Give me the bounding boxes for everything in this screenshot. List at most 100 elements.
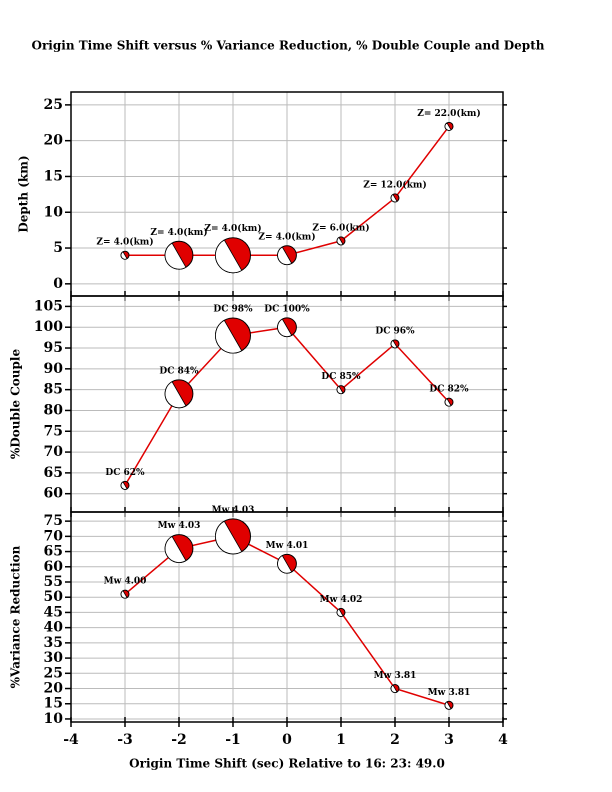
beach-ball bbox=[120, 589, 130, 599]
beach-ball bbox=[336, 385, 346, 395]
y-tick-label: 20 bbox=[44, 681, 64, 697]
y-axis-label: %Double Couple bbox=[9, 349, 23, 460]
beach-ball bbox=[215, 237, 251, 274]
x-tick-label: 3 bbox=[444, 732, 454, 748]
y-tick-label: 60 bbox=[44, 559, 64, 575]
ball-white bbox=[164, 535, 187, 563]
beach-ball bbox=[390, 193, 400, 203]
x-tick-label: -3 bbox=[117, 732, 133, 748]
y-tick-label: 55 bbox=[44, 574, 63, 590]
y-axis-label: %Variance Reduction bbox=[9, 545, 23, 688]
beach-ball bbox=[444, 700, 454, 710]
ball-white bbox=[444, 398, 452, 407]
y-tick-label: 65 bbox=[44, 544, 63, 560]
y-tick-label: 0 bbox=[53, 276, 63, 292]
ball-white bbox=[336, 385, 344, 395]
y-tick-label: 15 bbox=[44, 168, 63, 184]
ball-white bbox=[277, 318, 293, 338]
value-label: DC 82% bbox=[429, 385, 469, 395]
beach-ball bbox=[164, 379, 194, 409]
value-label: Mw 4.01 bbox=[266, 541, 309, 551]
ball-white bbox=[164, 242, 187, 270]
beach-ball bbox=[444, 397, 454, 407]
value-label: DC 100% bbox=[264, 304, 310, 314]
y-tick-label: 80 bbox=[44, 402, 64, 418]
ball-white bbox=[215, 520, 243, 555]
beach-ball bbox=[390, 339, 400, 349]
y-tick-label: 75 bbox=[44, 423, 63, 439]
value-label: Z= 12.0(km) bbox=[363, 179, 426, 190]
y-tick-label: 10 bbox=[44, 204, 64, 220]
y-tick-label: 5 bbox=[53, 240, 63, 256]
value-label: Z= 4.0(km) bbox=[204, 223, 261, 234]
ball-white bbox=[444, 122, 452, 131]
y-tick-label: 15 bbox=[44, 696, 63, 712]
ball-white bbox=[164, 381, 187, 409]
y-tick-label: 45 bbox=[44, 604, 63, 620]
value-label: Z= 4.0(km) bbox=[258, 231, 315, 242]
y-tick-label: 90 bbox=[44, 361, 64, 377]
value-label: Z= 6.0(km) bbox=[312, 222, 369, 233]
beach-ball bbox=[336, 607, 346, 617]
value-label: Z= 22.0(km) bbox=[417, 108, 480, 119]
ball-white bbox=[120, 251, 128, 260]
y-tick-label: 85 bbox=[44, 382, 63, 398]
y-tick-label: 50 bbox=[44, 589, 64, 605]
beach-ball bbox=[215, 317, 251, 354]
ball-white bbox=[390, 193, 398, 203]
value-label: DC 84% bbox=[159, 366, 199, 376]
beach-ball bbox=[277, 553, 297, 574]
beach-ball bbox=[164, 240, 194, 270]
value-label: Mw 4.02 bbox=[320, 595, 363, 605]
beach-ball bbox=[164, 534, 194, 563]
x-tick-label: -2 bbox=[171, 732, 187, 748]
ball-white bbox=[120, 481, 128, 490]
beach-ball bbox=[390, 684, 400, 694]
ball-white bbox=[390, 684, 398, 693]
beach-ball bbox=[215, 518, 251, 555]
value-label: Mw 4.00 bbox=[104, 577, 147, 587]
value-label: Z= 4.0(km) bbox=[150, 227, 207, 238]
beach-ball bbox=[120, 480, 130, 490]
value-label: Mw 4.03 bbox=[158, 521, 201, 531]
y-tick-label: 20 bbox=[44, 133, 64, 149]
beach-ball bbox=[336, 236, 346, 246]
value-label: Mw 3.81 bbox=[428, 688, 471, 698]
y-tick-label: 35 bbox=[44, 635, 63, 651]
value-label: DC 98% bbox=[213, 305, 253, 315]
beach-ball bbox=[277, 317, 297, 338]
y-tick-label: 10 bbox=[44, 711, 64, 727]
x-tick-label: -1 bbox=[225, 732, 241, 748]
x-tick-label: 4 bbox=[498, 732, 508, 748]
value-label: DC 85% bbox=[321, 372, 361, 382]
y-tick-label: 105 bbox=[34, 298, 63, 314]
value-label: DC 96% bbox=[375, 326, 415, 336]
ball-white bbox=[336, 236, 344, 246]
y-axis-label: Depth (km) bbox=[17, 155, 31, 232]
y-tick-label: 65 bbox=[44, 465, 63, 481]
ball-white bbox=[215, 239, 243, 274]
y-tick-label: 75 bbox=[44, 513, 63, 529]
value-label: Mw 4.03 bbox=[212, 505, 255, 515]
ball-white bbox=[215, 319, 243, 354]
x-tick-label: 1 bbox=[336, 732, 346, 748]
ball-white bbox=[120, 590, 128, 599]
y-tick-label: 100 bbox=[34, 319, 63, 335]
beach-ball bbox=[277, 245, 297, 266]
y-tick-label: 30 bbox=[44, 650, 64, 666]
ball-white bbox=[444, 701, 452, 710]
x-tick-label: -4 bbox=[63, 732, 79, 748]
x-axis-label: Origin Time Shift (sec) Relative to 16: … bbox=[129, 757, 445, 771]
y-tick-label: 60 bbox=[44, 486, 64, 502]
ball-white bbox=[390, 339, 398, 349]
beach-ball bbox=[120, 250, 130, 260]
x-tick-label: 2 bbox=[390, 732, 400, 748]
value-label: Z= 4.0(km) bbox=[96, 237, 153, 248]
value-label: Mw 3.81 bbox=[374, 671, 417, 681]
value-label: DC 62% bbox=[105, 468, 145, 478]
ball-white bbox=[277, 246, 293, 266]
y-tick-label: 40 bbox=[44, 620, 64, 636]
ball-white bbox=[277, 555, 293, 574]
beach-ball bbox=[444, 121, 454, 131]
